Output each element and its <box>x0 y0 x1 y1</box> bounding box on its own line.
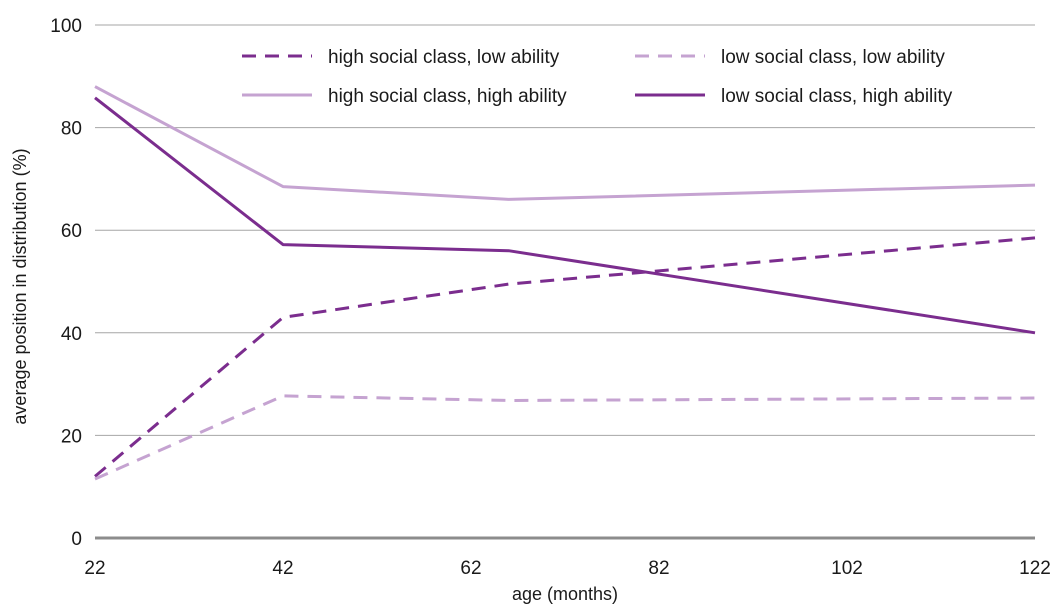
series-line-1 <box>94 236 1036 478</box>
x-axis-ticks: 22 42 62 82 102 122 <box>84 558 1050 579</box>
y-tick-label: 100 <box>50 16 82 37</box>
y-tick-label: 60 <box>61 221 82 242</box>
series-line-3 <box>94 85 1036 201</box>
series-line-2 <box>94 394 1036 481</box>
legend-label-3: high social class, high ability <box>328 86 567 107</box>
y-axis-title: average position in distribution (%) <box>10 148 30 424</box>
x-tick-label: 102 <box>831 558 863 579</box>
y-tick-label: 20 <box>61 426 82 447</box>
x-tick-label: 82 <box>648 558 669 579</box>
y-tick-label: 40 <box>61 324 82 345</box>
legend: high social class, low ability low social… <box>242 47 953 107</box>
x-tick-label: 22 <box>84 558 105 579</box>
x-tick-label: 62 <box>460 558 481 579</box>
y-tick-label: 80 <box>61 119 82 140</box>
legend-label-2: low social class, low ability <box>721 47 945 68</box>
x-axis-title: age (months) <box>512 584 618 604</box>
series-lines <box>94 85 1036 481</box>
y-tick-label: 0 <box>71 529 82 550</box>
series-line-4 <box>94 96 1036 335</box>
x-tick-label: 42 <box>272 558 293 579</box>
gridlines <box>95 24 1035 436</box>
y-axis-ticks: 0 20 40 60 80 100 <box>50 16 82 550</box>
x-tick-label: 122 <box>1019 558 1051 579</box>
legend-label-4: low social class, high ability <box>721 86 953 107</box>
legend-label-1: high social class, low ability <box>328 47 560 68</box>
